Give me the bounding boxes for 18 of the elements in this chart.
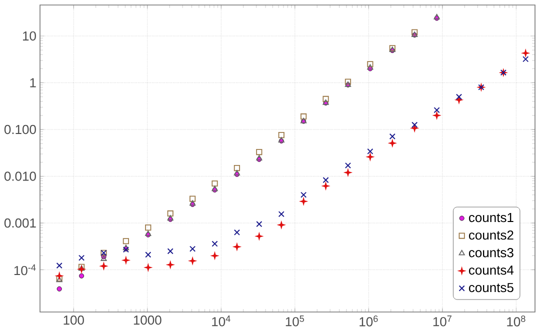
x-tick-label: 10$^{4}$ xyxy=(212,316,230,326)
y-tick-label: 10 xyxy=(23,31,36,41)
x-tick-label: 10$^{5}$ xyxy=(286,316,304,326)
x-tick-label: 1000 xyxy=(134,316,162,325)
legend-label: counts4 xyxy=(468,266,514,275)
x-tick-label: 10$^{6}$ xyxy=(360,316,378,326)
y-tick-label: 0.001 xyxy=(4,218,36,228)
x-tick-label: 100 xyxy=(64,316,84,325)
x-tick-label: 10$^{8}$ xyxy=(507,316,526,326)
legend-label: counts5 xyxy=(468,283,514,292)
legend-label: counts1 xyxy=(468,213,514,222)
y-tick-label: 0.010 xyxy=(4,172,36,181)
x-tick-label: 10$^{7}$ xyxy=(433,316,452,326)
legend-label: counts2 xyxy=(468,230,514,240)
y-tick-label: 0.100 xyxy=(4,124,36,134)
legend-label: counts3 xyxy=(468,248,514,258)
y-tick-label: 1 xyxy=(30,78,36,88)
y-tick-label: 10$^{-4}$ xyxy=(14,264,36,276)
